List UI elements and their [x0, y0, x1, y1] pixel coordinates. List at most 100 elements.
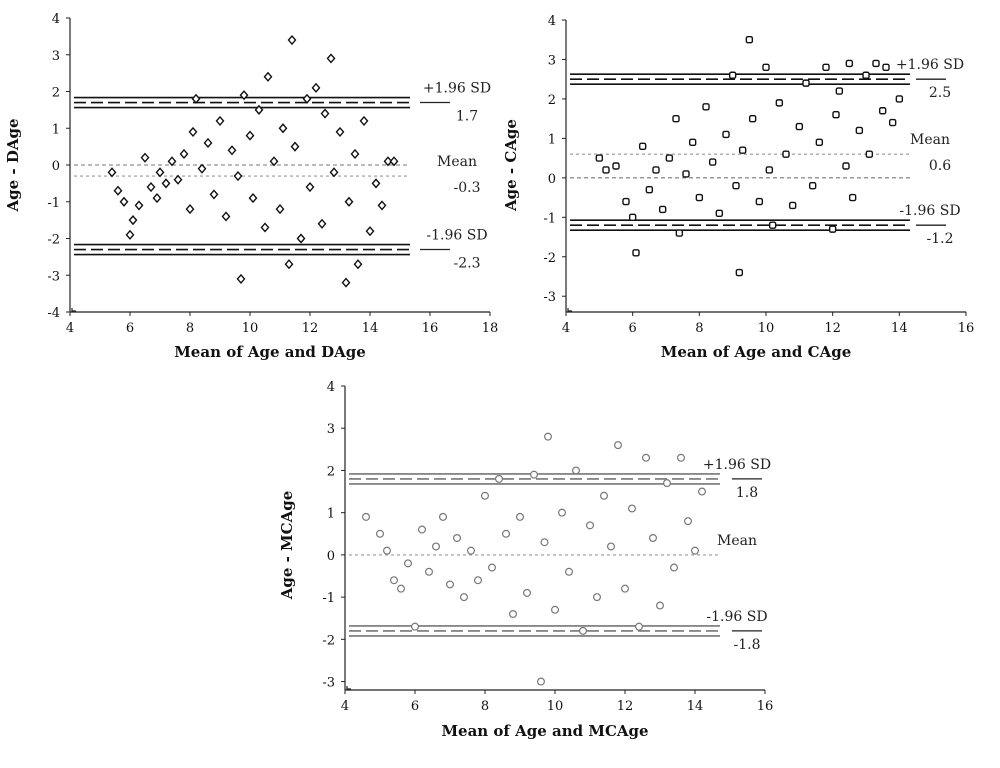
- data-point: [606, 542, 615, 551]
- data-point: [782, 150, 790, 158]
- data-point: [245, 130, 255, 141]
- data-point: [233, 170, 243, 182]
- data-point: [502, 529, 511, 538]
- data-point: [682, 170, 690, 178]
- data-point: [326, 53, 336, 64]
- data-point: [353, 259, 363, 270]
- data-point: [662, 479, 671, 488]
- x-tick-label: 16: [958, 321, 975, 336]
- data-point: [595, 154, 604, 162]
- data-point: [599, 491, 608, 500]
- data-point: [672, 114, 680, 123]
- x-tick-label: 10: [547, 699, 564, 714]
- data-point: [612, 162, 620, 170]
- data-point: [842, 162, 850, 170]
- data-point: [481, 491, 490, 500]
- data-point: [191, 93, 201, 104]
- limit-label: -1.96 SD: [899, 203, 960, 219]
- y-axis-label: Age - DAge: [4, 118, 22, 212]
- data-point: [383, 156, 393, 167]
- data-point: [467, 546, 476, 555]
- data-point: [655, 601, 664, 610]
- limit-value: -1.2: [927, 231, 954, 247]
- data-point: [495, 474, 504, 483]
- data-point: [305, 181, 315, 193]
- data-point: [702, 103, 710, 111]
- data-points: [595, 36, 904, 277]
- data-point: [173, 174, 183, 185]
- data-point: [828, 225, 837, 233]
- x-tick-label: 12: [302, 321, 319, 336]
- data-point: [722, 130, 730, 139]
- data-point: [236, 273, 246, 284]
- data-point: [269, 156, 279, 167]
- data-point: [765, 166, 774, 174]
- limit-value: -1.8: [734, 637, 761, 653]
- x-tick-label: 4: [562, 321, 570, 336]
- x-tick-label: 16: [757, 699, 774, 714]
- y-tick-label: 0: [548, 172, 556, 187]
- data-point: [788, 201, 797, 210]
- x-tick-label: 4: [341, 699, 349, 714]
- y-tick-label: -1: [47, 196, 60, 211]
- data-point: [728, 71, 737, 79]
- y-tick-label: -1: [322, 591, 335, 606]
- data-point: [263, 71, 273, 82]
- data-point: [474, 576, 483, 585]
- y-axis-label: Age - MCAge: [278, 491, 296, 601]
- x-tick-label: 14: [891, 321, 908, 336]
- x-tick-label: 12: [617, 699, 634, 714]
- y-tick-label: 4: [327, 380, 335, 395]
- data-point: [320, 108, 330, 119]
- y-tick-label: 1: [52, 122, 60, 137]
- data-point: [848, 193, 857, 202]
- data-point: [802, 79, 810, 87]
- data-point: [872, 59, 880, 68]
- limit-value: 2.5: [929, 85, 951, 101]
- data-point: [895, 95, 904, 103]
- data-point: [695, 193, 704, 202]
- data-point: [439, 512, 448, 521]
- limit-value: -2.3: [454, 256, 481, 272]
- data-point: [865, 150, 874, 158]
- x-axis-label: Mean of Age and DAge: [174, 343, 366, 361]
- x-tick-label: 14: [362, 321, 379, 336]
- y-tick-label: 3: [548, 53, 556, 68]
- data-point: [638, 142, 647, 150]
- data-point: [808, 182, 817, 190]
- data-point: [832, 111, 840, 119]
- y-tick-label: -1: [543, 211, 556, 226]
- data-point: [215, 115, 225, 126]
- data-point: [365, 226, 375, 237]
- y-tick-label: -3: [322, 676, 335, 691]
- data-point: [571, 466, 580, 475]
- mean-value: -0.3: [454, 180, 481, 196]
- data-point: [628, 213, 637, 221]
- limit-label: -1.96 SD: [706, 609, 767, 625]
- data-point: [377, 200, 387, 211]
- data-point: [822, 63, 830, 72]
- data-point: [329, 167, 339, 178]
- data-point: [209, 189, 219, 200]
- data-point: [732, 182, 740, 190]
- data-point: [383, 546, 392, 555]
- y-tick-label: -2: [47, 233, 60, 248]
- data-point: [221, 211, 231, 222]
- data-point: [278, 123, 288, 134]
- data-point: [592, 593, 601, 602]
- data-point: [620, 584, 629, 593]
- data-point: [522, 588, 531, 597]
- data-point: [254, 104, 264, 115]
- y-tick-label: -3: [47, 269, 60, 284]
- y-tick-label: 3: [52, 49, 60, 64]
- data-point: [287, 34, 297, 46]
- data-point: [397, 584, 406, 593]
- data-point: [335, 126, 345, 137]
- data-point: [203, 137, 213, 149]
- x-tick-label: 10: [758, 321, 775, 336]
- data-point: [882, 63, 890, 72]
- data-point: [134, 200, 144, 211]
